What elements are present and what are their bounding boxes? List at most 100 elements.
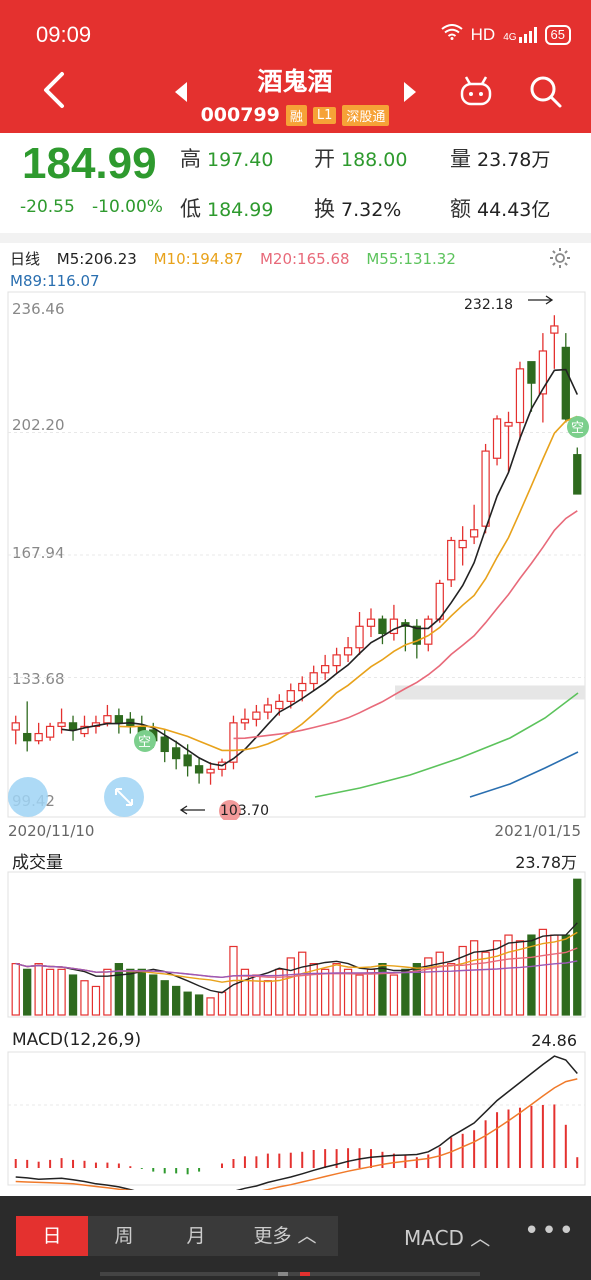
candle-body	[573, 454, 582, 495]
candle-body	[229, 722, 238, 763]
candle-body	[492, 418, 502, 459]
tag-connect: 深股通	[342, 104, 390, 126]
volume-bar	[206, 997, 215, 1016]
volume-bar	[481, 951, 490, 1016]
tab-month[interactable]: 月	[186, 1225, 206, 1247]
volume-value: 23.78万	[477, 149, 551, 171]
gear-icon[interactable]	[548, 246, 572, 270]
volume-bar	[240, 968, 250, 1016]
candle-body	[206, 768, 215, 774]
volume-bar	[492, 940, 502, 1016]
candle-body	[366, 618, 376, 627]
amount-field: 额 44.43亿	[450, 197, 551, 221]
search-icon[interactable]	[528, 74, 564, 110]
volume-bar	[515, 940, 525, 1016]
volume-field: 量 23.78万	[450, 147, 551, 171]
candle-body	[469, 529, 479, 538]
high-marker-label: 232.18	[464, 297, 513, 313]
candle-body	[447, 539, 456, 581]
low-value: 184.99	[207, 199, 274, 221]
macd-value: 24.86	[531, 1031, 577, 1050]
volume-bar	[573, 878, 582, 1016]
status-bar: 09:09 HD 4G 65	[0, 0, 591, 56]
tab-more[interactable]: 更多 ︿	[253, 1225, 317, 1247]
volume-bar	[137, 968, 146, 1016]
macd-title: MACD(12,26,9)	[12, 1030, 142, 1050]
macd-dif-line	[15, 1055, 578, 1190]
expand-arrows	[115, 788, 133, 806]
volume-bar	[447, 963, 456, 1016]
candle-body	[45, 725, 55, 738]
volume-bar	[469, 940, 479, 1016]
candle-body	[263, 704, 273, 713]
volume-bar	[183, 991, 192, 1016]
volume-border	[7, 871, 586, 1018]
ma55-label: M55:131.32	[366, 250, 456, 268]
y-tick-3: 167.94	[12, 544, 65, 562]
candle-body	[194, 765, 204, 774]
candle-body	[172, 747, 181, 760]
candle-body	[286, 690, 295, 702]
candle-body	[378, 618, 387, 635]
tab-day[interactable]: 日	[16, 1216, 88, 1256]
price-change-pct: -10.00%	[92, 197, 163, 217]
volume-ma-line	[15, 922, 578, 994]
candle-body	[527, 361, 536, 384]
candle-body	[332, 654, 341, 667]
back-arrow-icon[interactable]	[38, 70, 74, 110]
signal-badge-label: 空	[571, 421, 584, 436]
candle-body	[11, 722, 20, 731]
y-tick-2: 202.20	[12, 416, 65, 434]
macd-dea-line	[15, 1078, 578, 1190]
indicator-selector[interactable]: MACD ︿	[404, 1226, 491, 1250]
signal-label: 4G	[503, 31, 517, 43]
volume-bar	[34, 963, 43, 1016]
volume-bar	[366, 968, 376, 1016]
robot-assistant-icon[interactable]	[458, 74, 494, 108]
macd-chart[interactable]	[0, 1050, 591, 1190]
volume-bar	[23, 968, 32, 1016]
volume-chart[interactable]	[0, 870, 591, 1020]
volume-bar	[217, 991, 227, 1016]
volume-ma-line	[15, 960, 578, 979]
low-arrow-icon	[179, 805, 205, 815]
candle-body	[424, 618, 433, 645]
volume-bar	[538, 928, 548, 1016]
volume-bar	[527, 934, 536, 1016]
volume-bar	[11, 963, 20, 1016]
volume-bar	[561, 934, 570, 1016]
tag-l1: L1	[312, 106, 337, 124]
volume-bar	[160, 980, 169, 1016]
more-menu-icon[interactable]: •••	[524, 1216, 577, 1246]
candle-body	[561, 346, 570, 420]
volume-bar	[114, 963, 124, 1016]
volume-bar	[275, 968, 284, 1016]
volume-bar	[68, 974, 78, 1016]
candle-body	[343, 647, 353, 656]
ma55-line	[314, 692, 579, 798]
next-stock-icon[interactable]	[404, 82, 416, 102]
candle-body	[68, 722, 78, 731]
volume-bar	[378, 963, 387, 1016]
battery-icon: 65	[544, 24, 571, 45]
candle-body	[515, 368, 525, 424]
volume-bar	[45, 968, 55, 1016]
candle-body	[80, 725, 89, 735]
app-header: 09:09 HD 4G 65 酒鬼酒 000799 融 L1 深股通	[0, 0, 591, 133]
y-tick-4: 133.68	[12, 670, 65, 688]
y-tick-1: 236.46	[12, 300, 65, 318]
period-label: 日线	[10, 250, 41, 268]
candle-body	[23, 732, 32, 742]
prev-stock-icon[interactable]	[175, 82, 187, 102]
price-band	[395, 685, 585, 700]
current-price: 184.99	[22, 139, 157, 188]
candle-body	[183, 754, 192, 767]
candle-body	[320, 665, 330, 674]
high-arrow-icon	[528, 295, 554, 305]
volume-bar	[320, 968, 330, 1016]
tab-week[interactable]: 周	[114, 1225, 134, 1247]
stock-name: 酒鬼酒	[257, 67, 333, 96]
volume-bar	[263, 980, 273, 1016]
volume-bar	[424, 957, 433, 1016]
